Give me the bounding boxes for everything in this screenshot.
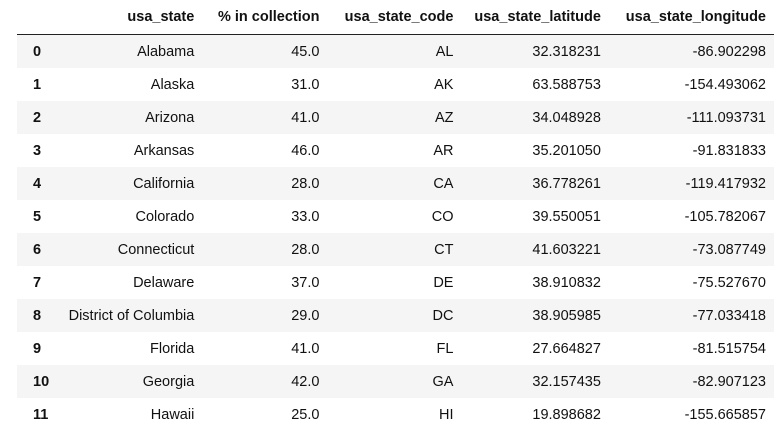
- usa-state-longitude-cell: -77.033418: [692, 307, 766, 324]
- table-row: 5 Colorado 33.0 CO 39.550051 -105.782067: [17, 200, 774, 233]
- usa-state-cell: Georgia: [142, 373, 195, 390]
- usa-state-latitude-cell: 39.550051: [532, 208, 601, 225]
- pct-in-collection-cell: 28.0: [291, 241, 320, 258]
- row-index: 5: [33, 208, 42, 225]
- row-index: 9: [33, 340, 42, 357]
- row-index: 8: [33, 307, 42, 324]
- pct-in-collection-cell: 46.0: [291, 142, 320, 159]
- usa-state-code-cell: DE: [433, 274, 454, 291]
- usa-state-cell: Arkansas: [133, 142, 195, 159]
- usa-state-latitude-cell: 38.905985: [532, 307, 601, 324]
- usa-state-longitude-header: usa_state_longitude: [608, 0, 774, 35]
- table-row: 4 California 28.0 CA 36.778261 -119.417932: [17, 167, 774, 200]
- table-row: 11 Hawaii 25.0 HI 19.898682 -155.665857: [17, 398, 774, 431]
- usa-state-cell: Arizona: [145, 109, 195, 126]
- usa-state-longitude-cell: -91.831833: [692, 142, 766, 159]
- usa-state-cell: Colorado: [135, 208, 195, 225]
- pct-in-collection-cell: 41.0: [291, 340, 320, 357]
- usa-state-cell: Connecticut: [117, 241, 195, 258]
- row-index: 0: [33, 43, 42, 60]
- table-row: 3 Arkansas 46.0 AR 35.201050 -91.831833: [17, 134, 774, 167]
- pct-in-collection-cell: 25.0: [291, 406, 320, 423]
- usa-state-cell: Florida: [149, 340, 195, 357]
- usa-state-longitude-cell: -73.087749: [692, 241, 766, 258]
- usa-state-header: usa_state: [53, 0, 203, 35]
- usa-state-longitude-cell: -81.515754: [692, 340, 766, 357]
- usa-state-longitude-cell: -86.902298: [692, 43, 766, 60]
- table-row: 2 Arizona 41.0 AZ 34.048928 -111.093731: [17, 101, 774, 134]
- usa-state-code-cell: AK: [434, 76, 454, 93]
- index-header: [17, 0, 54, 35]
- table-row: 7 Delaware 37.0 DE 38.910832 -75.527670: [17, 266, 774, 299]
- pct-in-collection-cell: 28.0: [291, 175, 320, 192]
- usa-state-latitude-cell: 36.778261: [532, 175, 601, 192]
- usa-state-cell: District of Columbia: [68, 307, 195, 324]
- usa-state-cell: California: [133, 175, 195, 192]
- table-row: 8 District of Columbia 29.0 DC 38.905985 -77.…: [17, 299, 774, 332]
- row-index: 2: [33, 109, 42, 126]
- usa-state-longitude-cell: -105.782067: [684, 208, 766, 225]
- usa-state-latitude-cell: 63.588753: [532, 76, 601, 93]
- usa-state-cell: Delaware: [133, 274, 195, 291]
- pct-in-collection-header: % in collection: [202, 0, 328, 35]
- usa-state-longitude-cell: -111.093731: [686, 109, 766, 126]
- usa-state-latitude-cell: 41.603221: [532, 241, 601, 258]
- usa-state-longitude-cell: -119.417932: [685, 175, 766, 192]
- table-body: 0 Alabama 45.0 AL 32.318231 -86.902298 1 Alaska…: [17, 34, 774, 431]
- pct-in-collection-cell: 31.0: [291, 76, 320, 93]
- usa-state-longitude-cell: -75.527670: [692, 274, 766, 291]
- header-row: usa_state% in collection usa_state_code us…: [17, 0, 774, 35]
- usa-state-code-cell: DC: [432, 307, 454, 324]
- pct-in-collection-cell: 33.0: [291, 208, 320, 225]
- usa-state-latitude-cell: 38.910832: [532, 274, 601, 291]
- row-index: 6: [33, 241, 42, 258]
- usa-state-latitude-header: usa_state_latitude: [461, 0, 609, 35]
- row-index: 10: [33, 373, 50, 390]
- usa-state-code-cell: GA: [432, 373, 454, 390]
- usa-state-latitude-cell: 32.157435: [532, 373, 601, 390]
- usa-state-code-cell: AR: [433, 142, 454, 159]
- usa-state-latitude-cell: 27.664827: [532, 340, 601, 357]
- pct-in-collection-cell: 45.0: [291, 43, 320, 60]
- pct-in-collection-cell: 42.0: [291, 373, 320, 390]
- row-index: 11: [33, 406, 49, 423]
- usa-state-cell: Alabama: [137, 43, 195, 60]
- usa-state-cell: Hawaii: [150, 406, 195, 423]
- usa-state-cell: Alaska: [150, 76, 195, 93]
- row-index: 7: [33, 274, 42, 291]
- table-row: 0 Alabama 45.0 AL 32.318231 -86.902298: [17, 34, 774, 68]
- usa-state-code-cell: AL: [435, 43, 454, 60]
- usa-state-latitude-cell: 19.898682: [532, 406, 601, 423]
- table-row: 10 Georgia 42.0 GA 32.157435 -82.907123: [17, 365, 774, 398]
- table-row: 9 Florida 41.0 FL 27.664827 -81.515754: [17, 332, 774, 365]
- usa-state-code-cell: CA: [433, 175, 454, 192]
- usa-state-latitude-cell: 34.048928: [532, 109, 601, 126]
- usa-state-code-cell: AZ: [434, 109, 454, 126]
- table-row: 6 Connecticut 28.0 CT 41.603221 -73.087749: [17, 233, 774, 266]
- table-header: usa_state% in collection usa_state_code us…: [17, 0, 774, 35]
- usa-state-latitude-cell: 35.201050: [532, 142, 601, 159]
- row-index: 3: [33, 142, 42, 159]
- usa-state-code-cell: CT: [434, 241, 454, 258]
- usa-state-longitude-cell: -154.493062: [684, 76, 766, 93]
- row-index: 1: [33, 76, 42, 93]
- usa-state-latitude-cell: 32.318231: [532, 43, 601, 60]
- usa-state-longitude-cell: -155.665857: [684, 406, 766, 423]
- usa-state-code-header: usa_state_code: [327, 0, 462, 35]
- usa-state-code-cell: HI: [438, 406, 454, 423]
- row-index: 4: [33, 175, 42, 192]
- pct-in-collection-cell: 29.0: [291, 307, 320, 324]
- dataframe-table: usa_state% in collection usa_state_code us…: [17, 0, 774, 431]
- usa-state-code-cell: CO: [431, 208, 454, 225]
- usa-state-longitude-cell: -82.907123: [692, 373, 766, 390]
- table-row: 1 Alaska 31.0 AK 63.588753 -154.493062: [17, 68, 774, 101]
- pct-in-collection-cell: 37.0: [291, 274, 320, 291]
- pct-in-collection-cell: 41.0: [291, 109, 320, 126]
- usa-state-code-cell: FL: [436, 340, 454, 357]
